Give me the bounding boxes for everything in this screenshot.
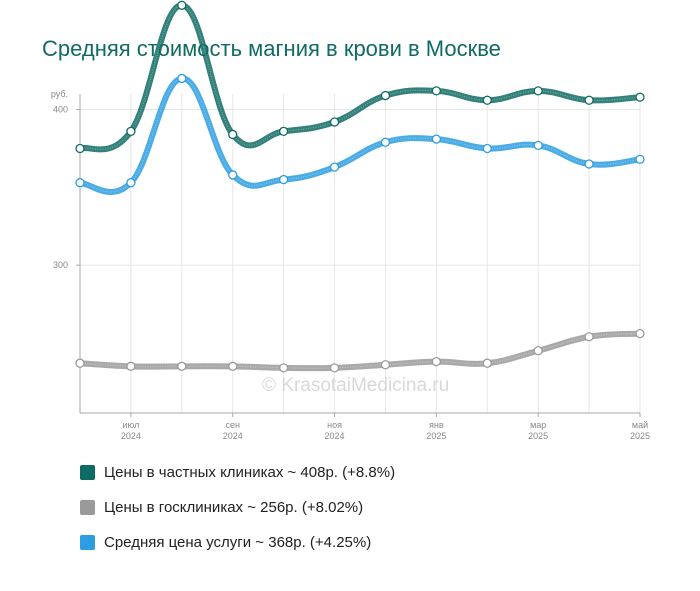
x-tick-label-month: май xyxy=(632,420,648,430)
data-point xyxy=(329,162,340,172)
legend-swatch-public xyxy=(80,499,95,515)
data-point xyxy=(482,358,492,368)
legend-item-private[interactable]: Цены в частных клиниках ~ 408р. (+8.8%) xyxy=(80,463,395,481)
data-point xyxy=(584,159,594,169)
legend-swatch-private xyxy=(80,464,95,480)
data-point xyxy=(635,154,645,165)
data-point xyxy=(431,134,442,144)
x-tick-label-month: янв xyxy=(429,420,444,430)
data-point xyxy=(584,332,594,342)
y-tick-label: 400 xyxy=(53,105,68,115)
data-point xyxy=(75,143,85,154)
data-point xyxy=(380,137,391,147)
legend-label-public: Цены в госклиниках ~ 256р. (+8.02%) xyxy=(104,498,364,516)
data-point xyxy=(635,328,645,339)
data-point xyxy=(177,73,187,84)
data-point xyxy=(228,361,238,371)
x-tick-label-month: ноя xyxy=(327,420,342,430)
watermark: © KrasotaiMedicina.ru xyxy=(262,375,449,396)
data-point xyxy=(635,92,645,102)
y-tick-label: 300 xyxy=(53,260,68,270)
x-tick-label-year: 2025 xyxy=(528,431,548,441)
data-point xyxy=(177,361,187,371)
legend-item-average[interactable]: Средняя цена услуги ~ 368р. (+4.25%) xyxy=(80,533,395,551)
legend-label-average: Средняя цена услуги ~ 368р. (+4.25%) xyxy=(104,533,372,551)
data-point xyxy=(228,129,238,140)
data-point xyxy=(278,363,289,373)
x-tick-label-year: 2024 xyxy=(121,431,141,441)
data-point xyxy=(380,360,391,370)
legend-swatch-average xyxy=(80,534,95,550)
data-point xyxy=(278,174,289,185)
series-line-1 xyxy=(77,330,643,372)
data-point xyxy=(126,361,136,371)
data-point xyxy=(329,117,340,127)
data-point xyxy=(533,86,543,96)
y-axis-unit-label: руб. xyxy=(51,89,68,99)
data-point xyxy=(431,86,442,96)
x-tick-label-year: 2024 xyxy=(223,431,243,441)
legend: Цены в частных клиниках ~ 408р. (+8.8%) … xyxy=(80,463,395,568)
x-tick-label-month: сен xyxy=(225,420,240,430)
line-chart: © KrasotaiMedicina.ru 300400руб.июл2024с… xyxy=(51,0,650,441)
data-point xyxy=(431,356,442,367)
data-point xyxy=(533,346,543,356)
x-tick-label-month: мар xyxy=(530,420,546,430)
data-point xyxy=(177,0,187,10)
data-point xyxy=(380,90,391,101)
data-point xyxy=(329,363,340,373)
data-point xyxy=(75,178,85,188)
data-point xyxy=(482,143,492,154)
data-point xyxy=(584,95,594,105)
data-point xyxy=(126,126,136,136)
x-tick-label-year: 2025 xyxy=(630,431,650,441)
data-point xyxy=(482,95,492,105)
data-point xyxy=(75,358,85,368)
series-lines xyxy=(77,2,643,372)
data-point xyxy=(278,126,289,136)
legend-label-private: Цены в частных клиниках ~ 408р. (+8.8%) xyxy=(104,463,396,481)
tick-labels: 300400руб.июл2024сен2024ноя2024янв2025ма… xyxy=(51,89,650,441)
data-points xyxy=(75,0,645,373)
legend-item-public[interactable]: Цены в госклиниках ~ 256р. (+8.02%) xyxy=(80,498,395,516)
x-tick-label-month: июл xyxy=(122,420,139,430)
data-point xyxy=(228,170,238,180)
data-point xyxy=(533,140,543,151)
series-line-texture-1 xyxy=(79,333,641,369)
data-point xyxy=(126,178,136,188)
chart-title: Средняя стоимость магния в крови в Москв… xyxy=(42,36,501,61)
series-line-0 xyxy=(77,2,643,153)
x-tick-label-year: 2024 xyxy=(325,431,345,441)
x-tick-label-year: 2025 xyxy=(426,431,446,441)
